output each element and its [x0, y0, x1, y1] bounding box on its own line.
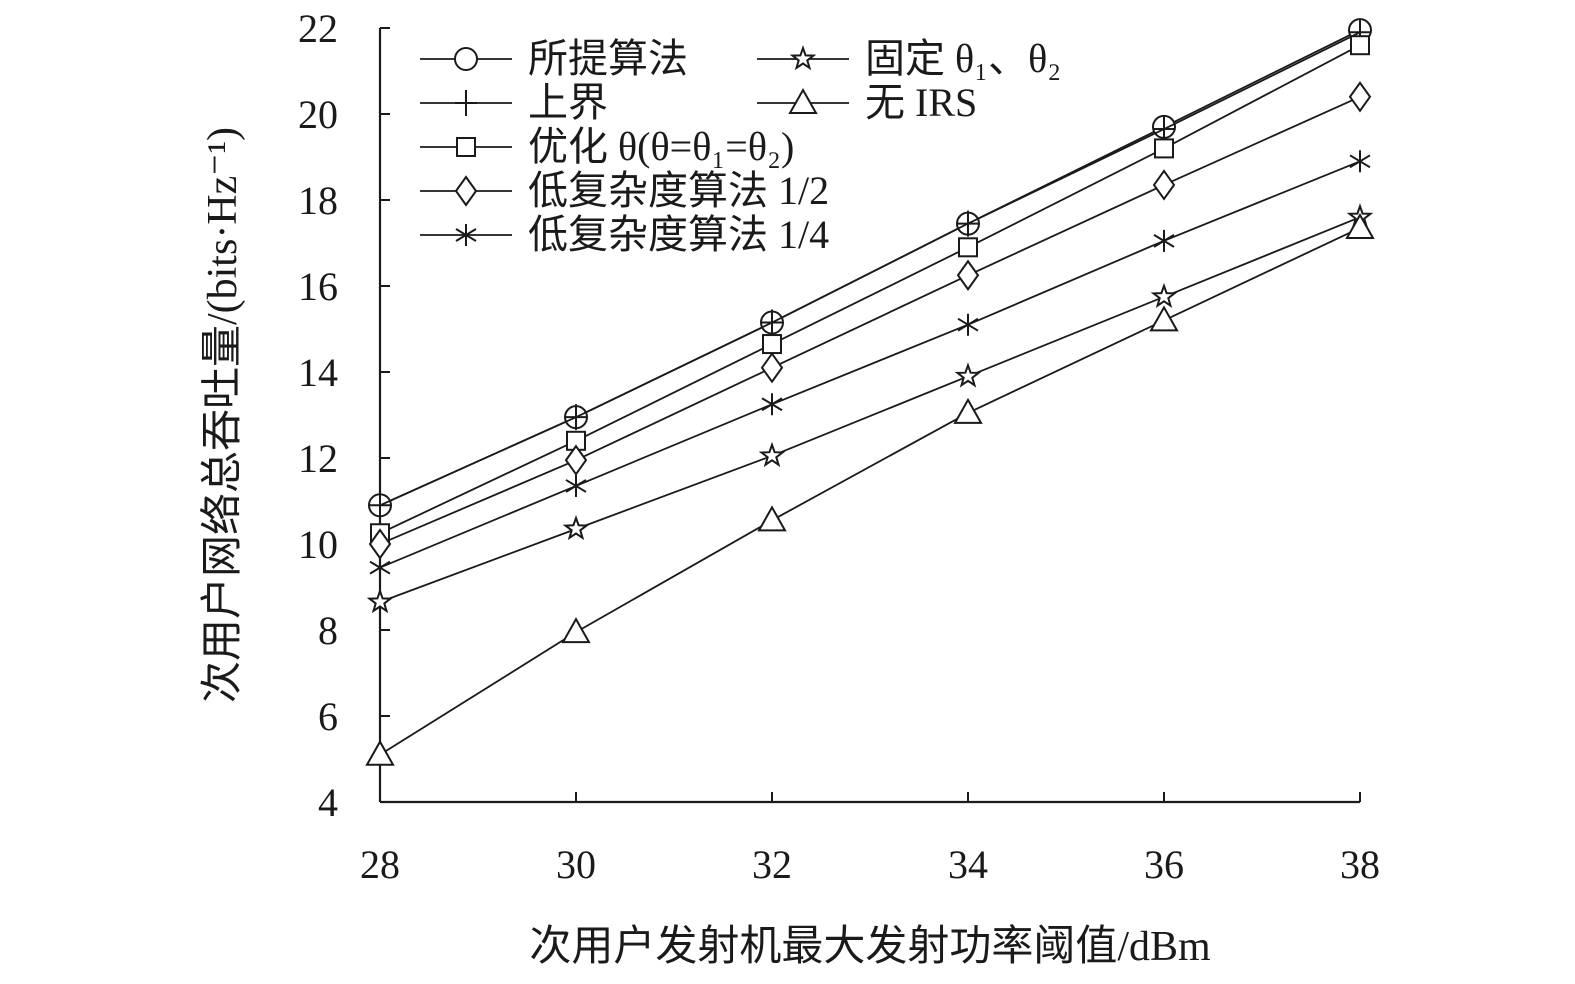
data-point	[1149, 305, 1179, 332]
data-point	[561, 617, 591, 644]
legend-marker	[455, 224, 477, 246]
data-point	[1153, 116, 1175, 143]
data-point	[1345, 212, 1375, 239]
legend-item: 所提算法	[420, 36, 688, 81]
y-tick-label: 18	[298, 178, 338, 223]
series-6	[366, 203, 1374, 614]
data-point	[1153, 229, 1175, 252]
series-4	[368, 81, 1372, 560]
data-point	[956, 259, 980, 291]
legend-label: 所提算法	[528, 36, 688, 81]
y-tick-label: 16	[298, 264, 338, 309]
x-tick-label: 36	[1144, 842, 1184, 887]
y-tick-label: 4	[318, 780, 338, 825]
data-point	[1350, 35, 1370, 56]
data-point	[1152, 169, 1176, 201]
data-point	[365, 739, 395, 766]
legend-label: 固定 θ₁、θ₂	[865, 36, 1061, 81]
y-tick-label: 14	[298, 350, 338, 395]
data-point	[761, 309, 783, 336]
y-tick-label: 6	[318, 694, 338, 739]
series-layer	[365, 18, 1375, 766]
y-tick-label: 20	[298, 92, 338, 137]
series-3	[370, 35, 1370, 544]
data-point	[760, 351, 784, 384]
series-2	[369, 19, 1371, 519]
data-point	[758, 441, 786, 468]
legend-item: 低复杂度算法 1/4	[420, 212, 829, 257]
axes: 4 6 8 10 12 14 16 18 20 22 28 30 32 34 36 38	[298, 6, 1380, 887]
data-point	[762, 334, 782, 355]
legend-label: 优化 θ(θ=θ₁=θ₂)	[528, 124, 794, 169]
series-line	[379, 31, 1361, 507]
y-tick-label: 10	[298, 522, 338, 567]
legend-marker	[456, 137, 476, 157]
y-tick-label: 8	[318, 608, 338, 653]
data-point	[369, 556, 391, 579]
data-point	[1154, 138, 1174, 159]
data-point	[761, 393, 783, 416]
x-tick-label: 34	[948, 842, 988, 887]
series-line	[379, 227, 1361, 756]
data-point	[1349, 150, 1371, 173]
x-tick-label: 28	[360, 842, 400, 887]
legend-marker	[455, 90, 477, 116]
legend-item: 固定 θ₁、θ₂	[757, 36, 1061, 81]
data-point	[562, 515, 590, 541]
data-point	[565, 404, 587, 431]
legend-marker	[454, 47, 478, 71]
data-point	[953, 397, 983, 424]
data-point	[958, 237, 978, 258]
y-tick-label: 22	[298, 6, 338, 51]
legend-item: 上界	[420, 80, 608, 125]
x-tick-label: 30	[556, 842, 596, 887]
data-point	[957, 210, 979, 237]
data-point	[565, 474, 587, 497]
data-point	[564, 444, 588, 476]
data-point	[369, 492, 391, 519]
legend-item: 无 IRS	[757, 80, 977, 125]
data-point	[366, 587, 394, 614]
data-point	[1150, 282, 1178, 308]
legend-marker	[454, 175, 478, 207]
series-7	[365, 212, 1375, 766]
series-5	[369, 150, 1371, 579]
legend-label: 低复杂度算法 1/4	[528, 212, 829, 257]
legend-label: 上界	[528, 80, 608, 125]
legend-marker	[789, 44, 817, 71]
series-line	[379, 44, 1361, 535]
legend-label: 无 IRS	[865, 80, 977, 125]
legend-item: 低复杂度算法 1/2	[420, 168, 829, 213]
data-point	[957, 313, 979, 336]
data-point	[954, 362, 982, 388]
legend-marker	[788, 87, 818, 114]
y-tick-label: 12	[298, 436, 338, 481]
legend-label: 低复杂度算法 1/2	[528, 168, 829, 213]
y-axis-title: 次用户网络总吞吐量/(bits·Hz⁻¹)	[199, 127, 246, 703]
x-tick-label: 32	[752, 842, 792, 887]
x-tick-label: 38	[1340, 842, 1380, 887]
series-line	[379, 95, 1361, 545]
series-line	[379, 160, 1361, 569]
data-point	[1348, 81, 1372, 113]
x-axis-title: 次用户发射机最大发射功率阈值/dBm	[529, 923, 1211, 970]
data-point	[757, 505, 787, 532]
legend-item: 优化 θ(θ=θ₁=θ₂)	[420, 124, 794, 169]
series-line	[379, 216, 1361, 603]
